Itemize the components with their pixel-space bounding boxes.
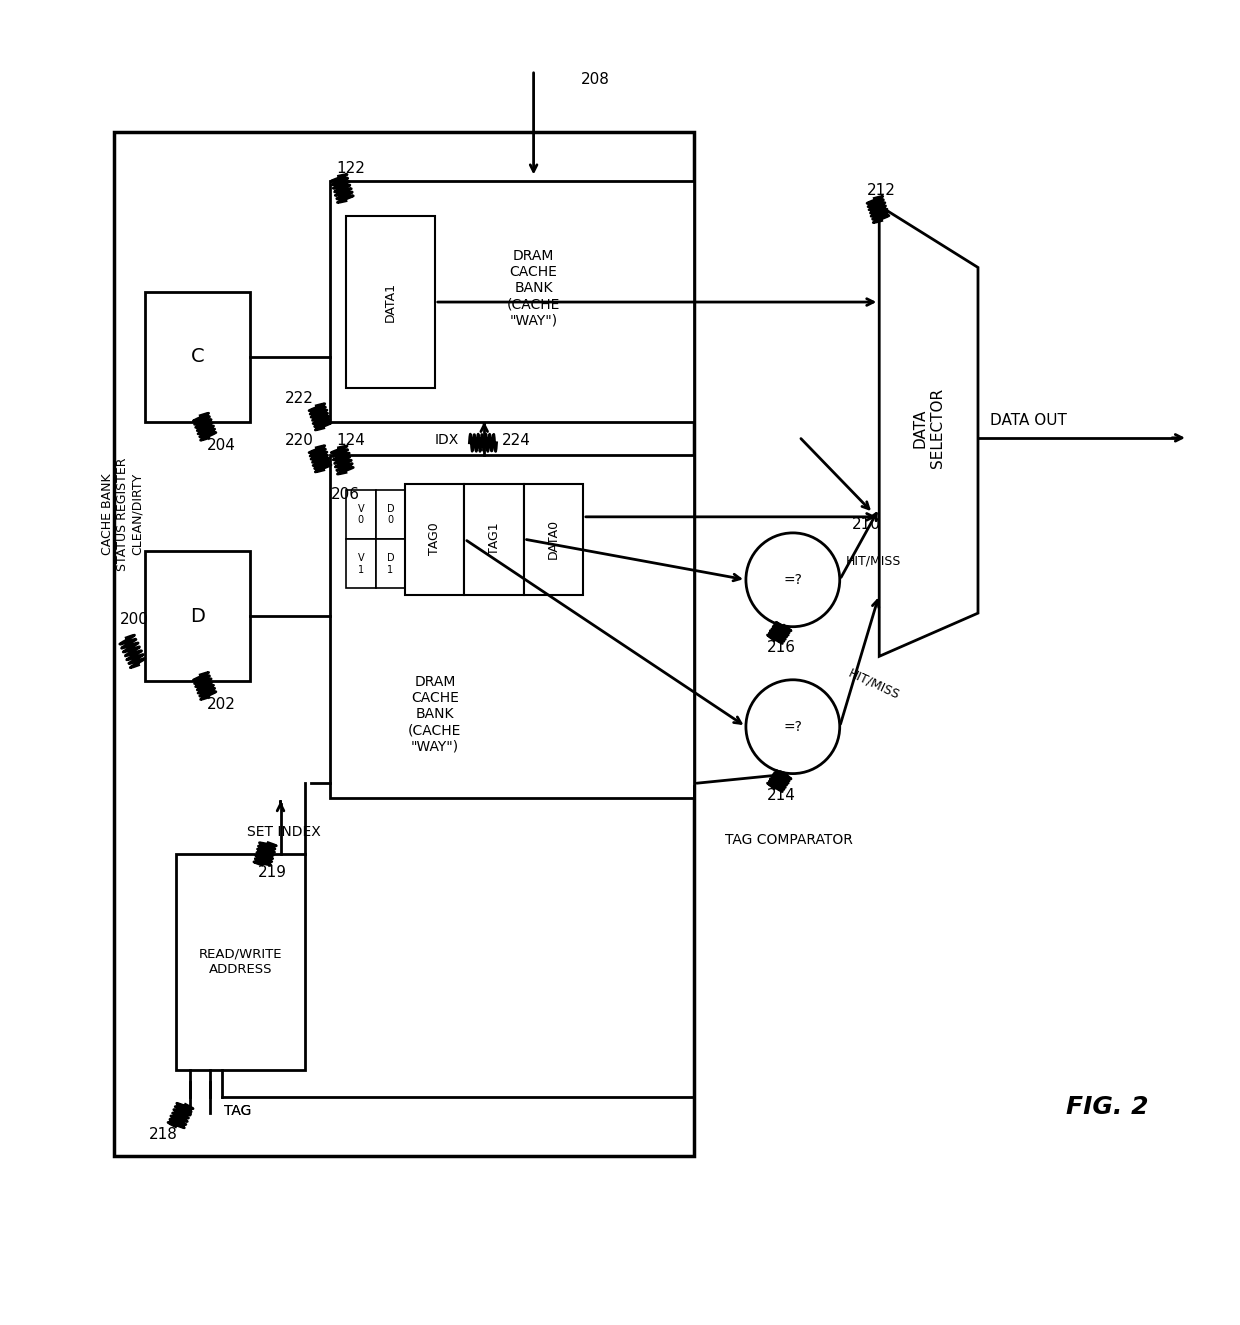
Text: V
1: V 1: [357, 553, 365, 575]
Text: IDX: IDX: [435, 433, 459, 448]
Text: 208: 208: [580, 73, 609, 87]
Text: DRAM
CACHE
BANK
(CACHE
"WAY"): DRAM CACHE BANK (CACHE "WAY"): [507, 249, 560, 327]
Text: TAG COMPARATOR: TAG COMPARATOR: [725, 833, 853, 847]
Polygon shape: [879, 205, 978, 656]
Bar: [330, 182, 694, 421]
Text: 200: 200: [120, 612, 149, 627]
Text: 218: 218: [149, 1126, 177, 1142]
Text: CACHE BANK
STATUS REGISTER
CLEAN/DIRTY: CACHE BANK STATUS REGISTER CLEAN/DIRTY: [100, 457, 144, 571]
Bar: [523, 484, 583, 595]
Bar: [346, 490, 376, 539]
Text: TAG: TAG: [223, 1104, 250, 1117]
Bar: [465, 484, 523, 595]
Text: HIT/MISS: HIT/MISS: [846, 666, 901, 702]
Text: FIG. 2: FIG. 2: [1066, 1094, 1148, 1118]
Text: 210: 210: [852, 517, 880, 531]
Bar: [376, 539, 405, 588]
Bar: [145, 551, 249, 681]
Text: D
1: D 1: [387, 553, 394, 575]
Text: 202: 202: [207, 697, 236, 712]
Bar: [114, 131, 694, 1157]
Bar: [346, 216, 435, 388]
Text: DATA0: DATA0: [547, 519, 559, 559]
Text: 222: 222: [285, 391, 314, 405]
Text: =?: =?: [784, 719, 802, 734]
Bar: [405, 484, 465, 595]
Text: 204: 204: [207, 437, 236, 453]
Bar: [330, 454, 694, 798]
Text: DATA OUT: DATA OUT: [991, 413, 1068, 428]
Text: READ/WRITE
ADDRESS: READ/WRITE ADDRESS: [198, 947, 283, 975]
Text: V
0: V 0: [357, 504, 365, 525]
Text: 214: 214: [766, 788, 796, 803]
Text: DATA1: DATA1: [384, 282, 397, 322]
Text: 206: 206: [331, 488, 360, 502]
Bar: [176, 853, 305, 1069]
Text: D
0: D 0: [387, 504, 394, 525]
Text: TAG1: TAG1: [487, 523, 501, 555]
Text: 122: 122: [336, 162, 365, 176]
Text: HIT/MISS: HIT/MISS: [846, 554, 901, 567]
Bar: [376, 490, 405, 539]
Text: DATA
SELECTOR: DATA SELECTOR: [913, 388, 945, 468]
Text: =?: =?: [784, 572, 802, 587]
Text: D: D: [190, 607, 205, 625]
Text: 219: 219: [258, 865, 288, 880]
Text: 124: 124: [336, 433, 365, 448]
Text: 220: 220: [285, 433, 314, 448]
Text: 212: 212: [867, 183, 895, 199]
Text: TAG0: TAG0: [428, 522, 441, 555]
Text: DRAM
CACHE
BANK
(CACHE
"WAY"): DRAM CACHE BANK (CACHE "WAY"): [408, 674, 461, 754]
Bar: [145, 293, 249, 421]
Text: 224: 224: [501, 433, 531, 448]
Bar: [346, 539, 376, 588]
Text: 216: 216: [766, 640, 796, 655]
Text: SET INDEX: SET INDEX: [247, 824, 321, 839]
Text: C: C: [191, 347, 205, 367]
Text: TAG: TAG: [223, 1104, 250, 1117]
